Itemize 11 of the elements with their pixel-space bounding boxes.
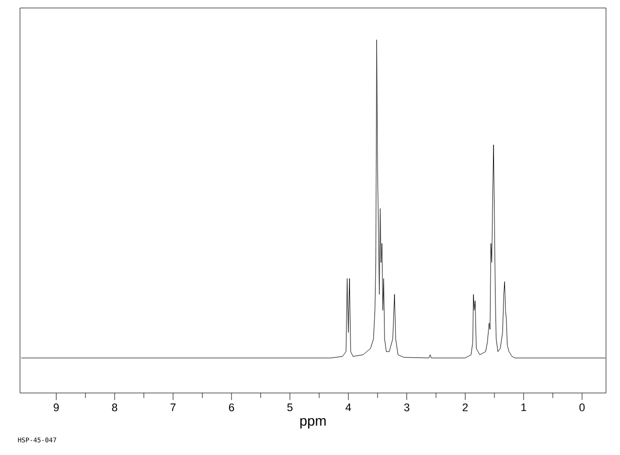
- x-tick-label: 5: [287, 404, 292, 412]
- x-tick-label: 9: [54, 404, 59, 412]
- x-axis-title: ppm: [300, 418, 326, 428]
- x-tick-label: 2: [462, 404, 468, 412]
- x-tick-label: 8: [112, 404, 118, 412]
- x-tick-label: 7: [170, 404, 176, 412]
- x-tick-label: 3: [404, 404, 410, 412]
- x-tick-label: 1: [521, 404, 526, 412]
- x-tick-label: 4: [346, 404, 352, 412]
- x-tick-label: 0: [579, 404, 585, 412]
- x-tick-label: 6: [229, 404, 234, 412]
